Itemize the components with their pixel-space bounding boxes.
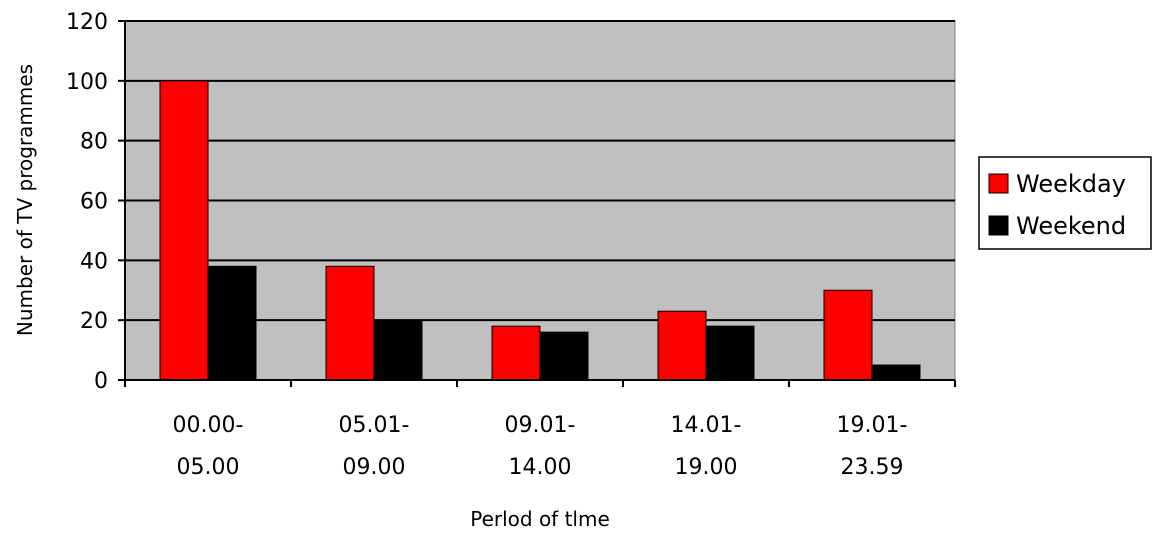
bar-weekday-2 <box>491 325 541 381</box>
y-tick-label-1: 20 <box>80 309 108 334</box>
x-axis-title: Perlod of tlme <box>470 507 610 531</box>
x-tick-label-line: 09.00 <box>343 455 406 480</box>
x-tick-label-line: 14.01- <box>671 413 742 438</box>
x-tick-label-line: 05.00 <box>177 455 240 480</box>
x-tick-label-line: 14.00 <box>509 455 572 480</box>
x-tick-label-line: 00.00- <box>173 413 244 438</box>
bar-weekend-4 <box>871 364 921 381</box>
x-tick-label-1: 05.01- 09.00 <box>339 413 410 480</box>
x-tick-label-4: 19.01- 23.59 <box>837 413 908 480</box>
x-tick-label-3: 14.01- 19.00 <box>671 413 742 480</box>
bar-weekday-3 <box>657 310 707 381</box>
bar-weekend-2 <box>539 331 589 381</box>
legend: Weekday Weekend <box>978 156 1152 250</box>
gridlines <box>125 20 955 322</box>
x-tick-label-0: 00.00- 05.00 <box>173 413 244 480</box>
x-tick-label-line: 09.01- <box>505 413 576 438</box>
y-tick-labels: 0 20 40 60 80 100 120 <box>66 10 108 394</box>
bar-weekend-0 <box>207 265 257 381</box>
y-tick-label-5: 100 <box>66 70 108 95</box>
y-tick-label-0: 0 <box>94 369 108 394</box>
x-tick-label-line: 23.59 <box>841 455 904 480</box>
y-axis-title: Number of TV programmes <box>13 64 37 336</box>
legend-label-weekday: Weekday <box>1016 170 1126 198</box>
bar-weekday-1 <box>325 265 375 381</box>
y-tick-label-2: 40 <box>80 249 108 274</box>
x-tick-label-line: 19.00 <box>675 455 738 480</box>
bar-weekend-1 <box>373 319 423 381</box>
bar-weekend-3 <box>705 325 755 381</box>
x-tick-label-2: 09.01- 14.00 <box>505 413 576 480</box>
x-tick-label-line: 05.01- <box>339 413 410 438</box>
legend-swatch-weekday <box>988 173 1009 194</box>
legend-label-weekend: Weekend <box>1016 212 1126 240</box>
axes <box>118 20 956 387</box>
x-tick-labels: 00.00-05.0005.01-09.0009.01-14.0014.01-1… <box>173 413 908 480</box>
bar-weekday-0 <box>159 80 209 381</box>
y-tick-label-4: 80 <box>80 130 108 155</box>
legend-swatch-weekend <box>988 215 1009 236</box>
y-tick-label-6: 120 <box>66 10 108 35</box>
y-tick-label-3: 60 <box>80 190 108 215</box>
bars <box>159 80 921 381</box>
x-tick-label-line: 19.01- <box>837 413 908 438</box>
bar-weekday-4 <box>823 289 873 381</box>
